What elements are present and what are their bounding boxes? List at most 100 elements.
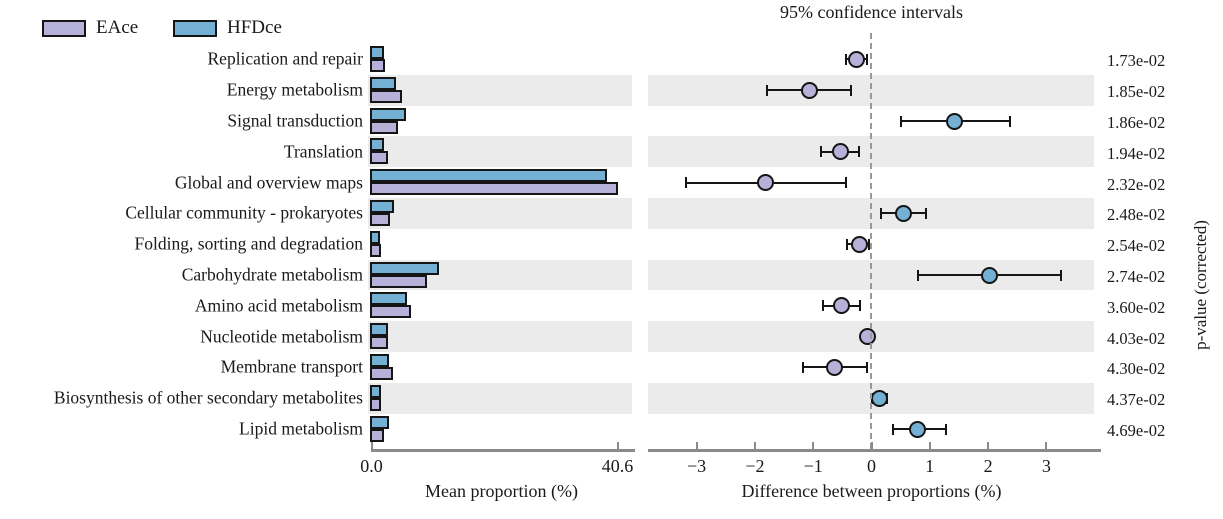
bar-eace [369, 336, 389, 350]
right-axis-tick [695, 442, 698, 449]
bar-eace [369, 397, 381, 411]
bar-eace [369, 151, 388, 165]
bar-hfdce [369, 230, 380, 244]
p-value: 1.86e-02 [1107, 113, 1166, 132]
p-value: 1.94e-02 [1107, 143, 1166, 163]
right-x-axis-line [648, 449, 1101, 452]
ci-errorbar-cap-left [821, 300, 824, 312]
legend-swatch-eace [42, 20, 86, 37]
category-label: Membrane transport [220, 356, 363, 377]
ci-errorbar-cap-right [865, 53, 868, 65]
ci-errorbar-cap-left [819, 146, 822, 158]
bar-hfdce [369, 169, 607, 183]
p-value: 2.48e-02 [1107, 205, 1166, 225]
ci-errorbar-cap-left [844, 53, 847, 65]
ci-errorbar-cap-right [845, 177, 848, 189]
p-value: 4.30e-02 [1107, 359, 1166, 379]
p-value: 3.60e-02 [1107, 297, 1166, 317]
ci-errorbar-cap-right [866, 361, 869, 373]
ci-dot [831, 143, 849, 161]
pvalue-axis-title: p-value (corrected) [1191, 220, 1210, 350]
right-panel-title: 95% confidence intervals [780, 2, 963, 22]
zero-reference-line [870, 33, 872, 449]
right-axis-tick [870, 442, 873, 449]
bar-hfdce [369, 353, 390, 367]
left-axis-tick-label: 40.6 [601, 456, 634, 476]
category-label: Carbohydrate metabolism [181, 264, 363, 285]
ci-errorbar-cap-right [868, 238, 871, 250]
category-label: Lipid metabolism [239, 418, 363, 439]
p-value: 2.32e-02 [1107, 174, 1166, 194]
row-stripe-left [368, 382, 632, 414]
bar-hfdce [369, 384, 382, 398]
right-axis-tick-label: 1 [925, 456, 935, 476]
right-axis-tick-label: 3 [1041, 456, 1051, 476]
right-axis-tick [987, 442, 990, 449]
bar-hfdce [369, 261, 439, 275]
p-value: 4.03e-02 [1107, 328, 1166, 348]
bar-eace [369, 366, 393, 380]
ci-errorbar-cap-right [1009, 115, 1012, 127]
category-label: Folding, sorting and degradation [134, 233, 363, 254]
category-label: Translation [283, 141, 363, 162]
category-label: Amino acid metabolism [194, 295, 363, 316]
category-label: Global and overview maps [174, 172, 363, 193]
ci-errorbar-cap-left [685, 177, 688, 189]
ci-errorbar-cap-left [879, 207, 882, 219]
bar-eace [369, 120, 398, 134]
p-value: 4.69e-02 [1107, 421, 1166, 440]
p-value: 1.73e-02 [1107, 51, 1166, 71]
ci-errorbar-cap-right [945, 423, 948, 435]
ci-errorbar-cap-right [858, 300, 861, 312]
ci-dot [980, 266, 998, 284]
ci-dot [895, 204, 913, 222]
p-value: 2.54e-02 [1107, 236, 1166, 256]
bar-hfdce [369, 199, 394, 213]
row-stripe-left [368, 136, 632, 168]
left-x-axis-line [371, 449, 635, 452]
p-value: 4.37e-02 [1107, 390, 1166, 410]
bar-hfdce [369, 76, 396, 90]
category-label: Energy metabolism [226, 79, 363, 100]
legend-swatch-hfdce [173, 20, 217, 37]
bar-hfdce [369, 292, 408, 306]
ci-dot [800, 81, 818, 99]
bar-eace [369, 305, 411, 319]
ci-dot [832, 297, 850, 315]
category-label: Signal transduction [227, 110, 363, 131]
ci-errorbar-cap-left [801, 361, 804, 373]
bar-hfdce [369, 45, 384, 59]
legend-label-hfdce: HFDce [227, 17, 282, 38]
left-axis-title: Mean proportion (%) [425, 481, 578, 501]
ci-dot [850, 235, 868, 253]
left-axis-tick [370, 442, 373, 449]
right-axis-tick [928, 442, 931, 449]
row-stripe-left [368, 198, 632, 229]
ci-dot [847, 50, 865, 68]
right-axis-tick-label: −1 [803, 456, 823, 476]
category-label: Nucleotide metabolism [200, 326, 363, 347]
category-label: Cellular community - prokaryotes [125, 202, 363, 223]
ci-errorbar-cap-left [917, 269, 920, 281]
legend-label-eace: EAce [96, 17, 139, 38]
ci-dot [946, 112, 964, 130]
bar-hfdce [369, 323, 388, 337]
right-axis-tick-label: −2 [745, 456, 765, 476]
bar-hfdce [369, 138, 385, 152]
ci-dot [826, 358, 844, 376]
right-axis-tick [753, 442, 756, 449]
right-axis-tick-label: 2 [983, 456, 993, 476]
bar-eace [369, 274, 427, 288]
ci-dot [858, 328, 876, 346]
p-value: 2.74e-02 [1107, 267, 1166, 286]
right-axis-tick-label: −3 [687, 456, 707, 476]
p-value: 1.85e-02 [1107, 82, 1166, 102]
bar-hfdce [369, 107, 407, 121]
ci-errorbar-cap-right [924, 207, 927, 219]
bar-eace [369, 212, 391, 226]
category-label: Replication and repair [207, 48, 364, 69]
ci-errorbar-cap-left [899, 115, 902, 127]
ci-errorbar-cap-right [1059, 269, 1062, 281]
bar-eace [369, 182, 618, 196]
ci-dot [757, 174, 775, 192]
